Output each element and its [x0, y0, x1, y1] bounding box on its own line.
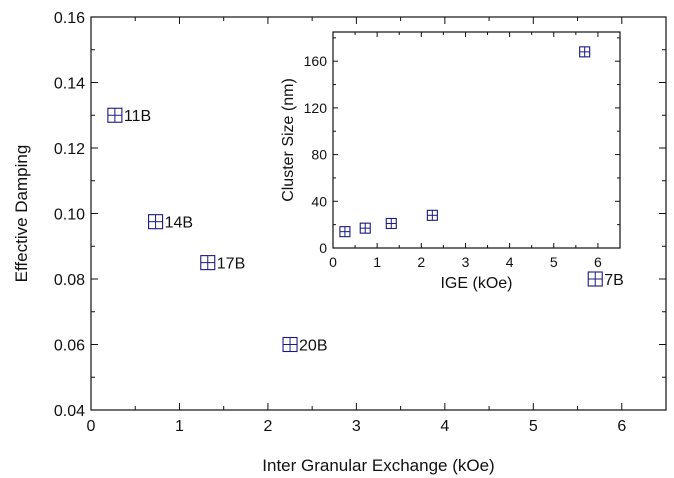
y-tick-label: 0	[319, 240, 327, 256]
data-point	[426, 209, 438, 221]
x-tick-label: 4	[506, 254, 514, 270]
data-point	[359, 222, 371, 234]
y-axis-label: Effective Damping	[12, 145, 31, 283]
x-tick-label: 6	[617, 418, 626, 435]
data-point-label: 14B	[165, 214, 193, 231]
data-point	[587, 271, 603, 287]
y-tick-label: 120	[304, 100, 328, 116]
x-tick-label: 1	[175, 418, 184, 435]
data-point-label: 17B	[217, 255, 245, 272]
y-tick-label: 0.06	[54, 337, 85, 354]
y-tick-label: 40	[311, 193, 327, 209]
y-tick-label: 0.10	[54, 206, 85, 223]
data-point	[148, 214, 164, 230]
data-point-label: 7B	[604, 272, 624, 289]
plot-frame	[332, 31, 621, 249]
inset-plot: 0 1 2 3 4 5 6 0 40 80 120 160 IGE (kOe) Cluster Size …	[280, 31, 621, 292]
y-tick-label: 0.12	[54, 141, 85, 158]
x-tick-label: 0	[87, 418, 96, 435]
y-tick-label: 80	[311, 147, 327, 163]
x-tick-label: 5	[550, 254, 558, 270]
x-tick-label: 2	[417, 254, 425, 270]
y-tick-label: 0.16	[54, 10, 85, 27]
data-point	[282, 336, 298, 353]
x-axis-label: IGE (kOe)	[440, 275, 512, 292]
x-tick-label: 3	[462, 254, 470, 270]
main-plot: 0 1 2 3 4 5 6 0.04 0.06 0.08 0.10 0.12 0.14 0.16 Inter…	[12, 10, 667, 475]
data-point-label: 11B	[124, 108, 151, 125]
y-tick-label: 0.04	[54, 403, 85, 420]
x-tick-label: 1	[373, 254, 381, 270]
data-point	[107, 107, 123, 123]
data-point	[579, 46, 591, 58]
x-axis-label: Inter Granular Exchange (kOe)	[262, 456, 494, 475]
data-point	[200, 255, 216, 271]
x-tick-label: 6	[594, 254, 602, 270]
y-axis-label: Cluster Size (nm)	[280, 78, 297, 202]
y-tick-label: 0.14	[54, 75, 85, 92]
y-tick-label: 160	[304, 53, 328, 69]
x-tick-label: 5	[529, 418, 538, 435]
x-tick-label: 0	[329, 254, 337, 270]
y-tick-label: 0.08	[54, 272, 85, 289]
data-point	[385, 217, 397, 230]
x-tick-label: 2	[263, 418, 272, 435]
data-point	[339, 226, 351, 238]
x-tick-label: 3	[352, 418, 361, 435]
data-point-label: 20B	[299, 337, 327, 354]
x-tick-label: 4	[440, 418, 449, 435]
